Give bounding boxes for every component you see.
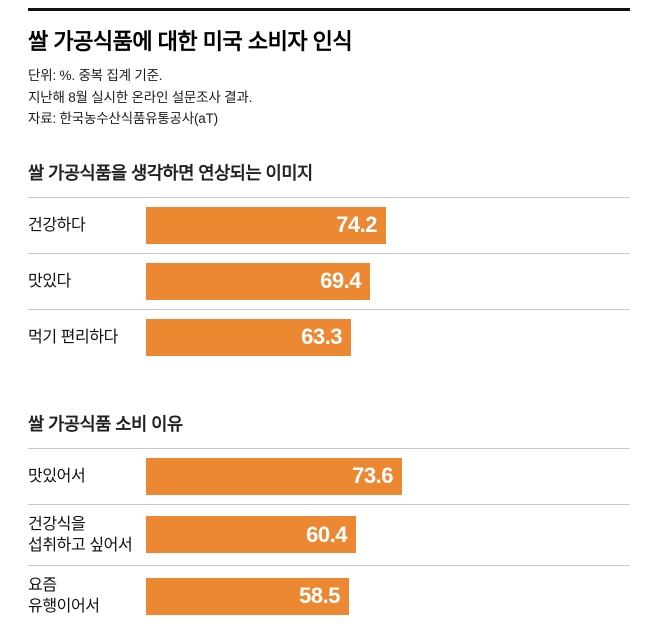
note-survey-info: 지난해 8월 실시한 온라인 설문조사 결과. bbox=[28, 89, 253, 105]
top-divider bbox=[28, 8, 630, 11]
bar-label: 먹기 편리하다 bbox=[28, 328, 118, 346]
bar-row: 먹기 편리하다 63.3 bbox=[28, 308, 630, 365]
bar: 58.5 bbox=[146, 577, 349, 615]
bar-label: 맛있어서 bbox=[28, 467, 86, 485]
bar-row: 요즘 유행이어서 58.5 bbox=[28, 565, 630, 626]
bar: 69.4 bbox=[146, 262, 370, 300]
bar-track: 63.3 bbox=[146, 318, 630, 356]
bar-row: 건강하다 74.2 bbox=[28, 196, 630, 253]
bar-row: 맛있어서 73.6 bbox=[28, 447, 630, 504]
bar-rows: 맛있어서 73.6 건강식을 섭취하고 싶어서 60.4 요즘 유행이어서 58.5 bbox=[28, 447, 630, 626]
bar-label: 요즘 유행이어서 bbox=[28, 577, 100, 616]
chart-title: 쌀 가공식품 소비 이유 bbox=[28, 413, 183, 434]
bar-label: 맛있다 bbox=[28, 272, 71, 290]
note-source: 자료: 한국농수산식품유통공사(aT) bbox=[28, 111, 218, 127]
page-title: 쌀 가공식품에 대한 미국 소비자 인식 bbox=[28, 29, 353, 54]
note-unit-basis: 단위: %. 중복 집계 기준. bbox=[28, 68, 163, 83]
bar-value: 63.3 bbox=[301, 324, 342, 350]
bar-value: 69.4 bbox=[320, 268, 361, 294]
bar-value: 74.2 bbox=[336, 212, 377, 238]
bar-track: 69.4 bbox=[146, 262, 630, 300]
bar-row: 건강식을 섭취하고 싶어서 60.4 bbox=[28, 503, 630, 565]
bar: 60.4 bbox=[146, 516, 356, 554]
bar-value: 60.4 bbox=[306, 521, 347, 547]
bar-value: 73.6 bbox=[352, 463, 393, 489]
bar-value: 58.5 bbox=[299, 583, 340, 609]
bar-track: 58.5 bbox=[146, 577, 630, 615]
bar: 63.3 bbox=[146, 318, 351, 356]
bar-track: 73.6 bbox=[146, 457, 630, 495]
bar-label: 건강식을 섭취하고 싶어서 bbox=[28, 515, 133, 554]
bar-track: 60.4 bbox=[146, 516, 630, 554]
bar-track: 74.2 bbox=[146, 206, 630, 244]
chart-title: 쌀 가공식품을 생각하면 연상되는 이미지 bbox=[28, 162, 313, 183]
bar: 74.2 bbox=[146, 206, 386, 244]
bar-row: 맛있다 69.4 bbox=[28, 252, 630, 309]
bar-label: 건강하다 bbox=[28, 216, 86, 234]
bar: 73.6 bbox=[146, 457, 402, 495]
note-block: 단위: %. 중복 집계 기준. 지난해 8월 실시한 온라인 설문조사 결과.… bbox=[28, 65, 630, 130]
chart-associated-images: 쌀 가공식품을 생각하면 연상되는 이미지 건강하다 74.2 맛있다 69.4 먹기 … bbox=[28, 160, 630, 365]
chart-consumption-reasons: 쌀 가공식품 소비 이유 맛있어서 73.6 건강식을 섭취하고 싶어서 60.4 요즘 유… bbox=[28, 411, 630, 626]
bar-rows: 건강하다 74.2 맛있다 69.4 먹기 편리하다 63.3 bbox=[28, 196, 630, 365]
